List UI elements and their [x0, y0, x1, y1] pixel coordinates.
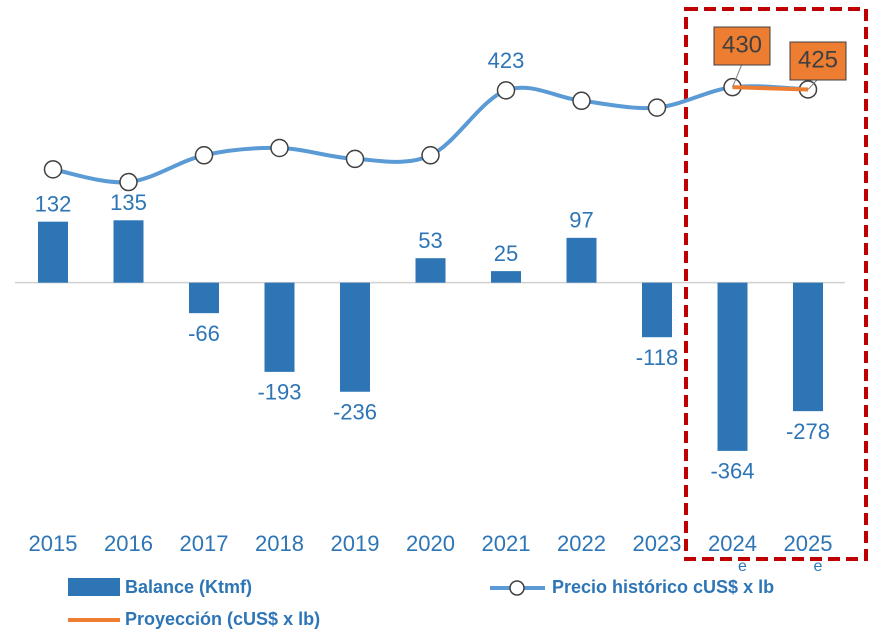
x-tick-label: 2019	[331, 531, 380, 556]
data-label: 135	[110, 190, 147, 215]
legend-swatch	[68, 578, 120, 596]
label-box	[713, 26, 771, 66]
marker	[421, 146, 440, 165]
bar	[189, 282, 219, 314]
data-label: 423	[488, 48, 525, 73]
data-label: -236	[333, 400, 377, 425]
bar	[642, 282, 672, 338]
data-label: -118	[636, 345, 678, 370]
x-tick-label: 2015	[29, 531, 78, 556]
marker	[119, 172, 138, 192]
marker	[496, 81, 516, 100]
bar	[793, 282, 823, 412]
marker	[345, 149, 365, 169]
data-label: 132	[35, 191, 72, 216]
bar	[264, 282, 295, 372]
bar	[113, 220, 144, 283]
leader-line	[807, 78, 819, 90]
x-tick-label: 2020	[406, 531, 455, 556]
marker	[194, 146, 214, 165]
legend-swatch	[509, 580, 525, 596]
data-label: 53	[418, 228, 442, 253]
data-label: -66	[188, 321, 220, 346]
marker	[572, 91, 591, 111]
x-tick-label: 2024 e	[708, 531, 757, 575]
leader-line	[732, 63, 743, 88]
marker	[43, 160, 63, 179]
x-tick-label: 2017	[180, 531, 229, 556]
bar	[491, 271, 521, 283]
x-tick-label: 2022	[557, 531, 606, 556]
marker	[270, 138, 289, 158]
legend-label: Balance (Ktmf)	[125, 577, 252, 597]
data-label: -193	[257, 380, 301, 405]
bar	[340, 282, 370, 392]
legend-label: Precio histórico cUS$ x lb	[552, 577, 774, 597]
line	[732, 85, 809, 92]
legend-label: Proyección (cUS$ x lb)	[125, 609, 320, 629]
x-tick-label: 2016	[104, 531, 153, 556]
label-box	[789, 41, 847, 81]
data-label: 430	[722, 31, 762, 58]
bar	[717, 282, 748, 451]
x-tick-label: 2021	[482, 531, 531, 556]
line	[52, 84, 809, 185]
forecast-frame	[684, 7, 868, 561]
marker	[647, 98, 667, 117]
x-tick-label: 2025 e	[784, 531, 833, 575]
data-label: -364	[710, 459, 754, 484]
bar	[38, 221, 68, 283]
data-label: 97	[569, 208, 593, 233]
data-label: 425	[798, 46, 838, 73]
data-label: -278	[786, 419, 830, 444]
x-tick-label: 2018	[255, 531, 304, 556]
data-label: 25	[494, 241, 518, 266]
bar	[566, 237, 597, 283]
bar	[415, 258, 446, 283]
x-tick-label: 2023	[633, 531, 682, 556]
